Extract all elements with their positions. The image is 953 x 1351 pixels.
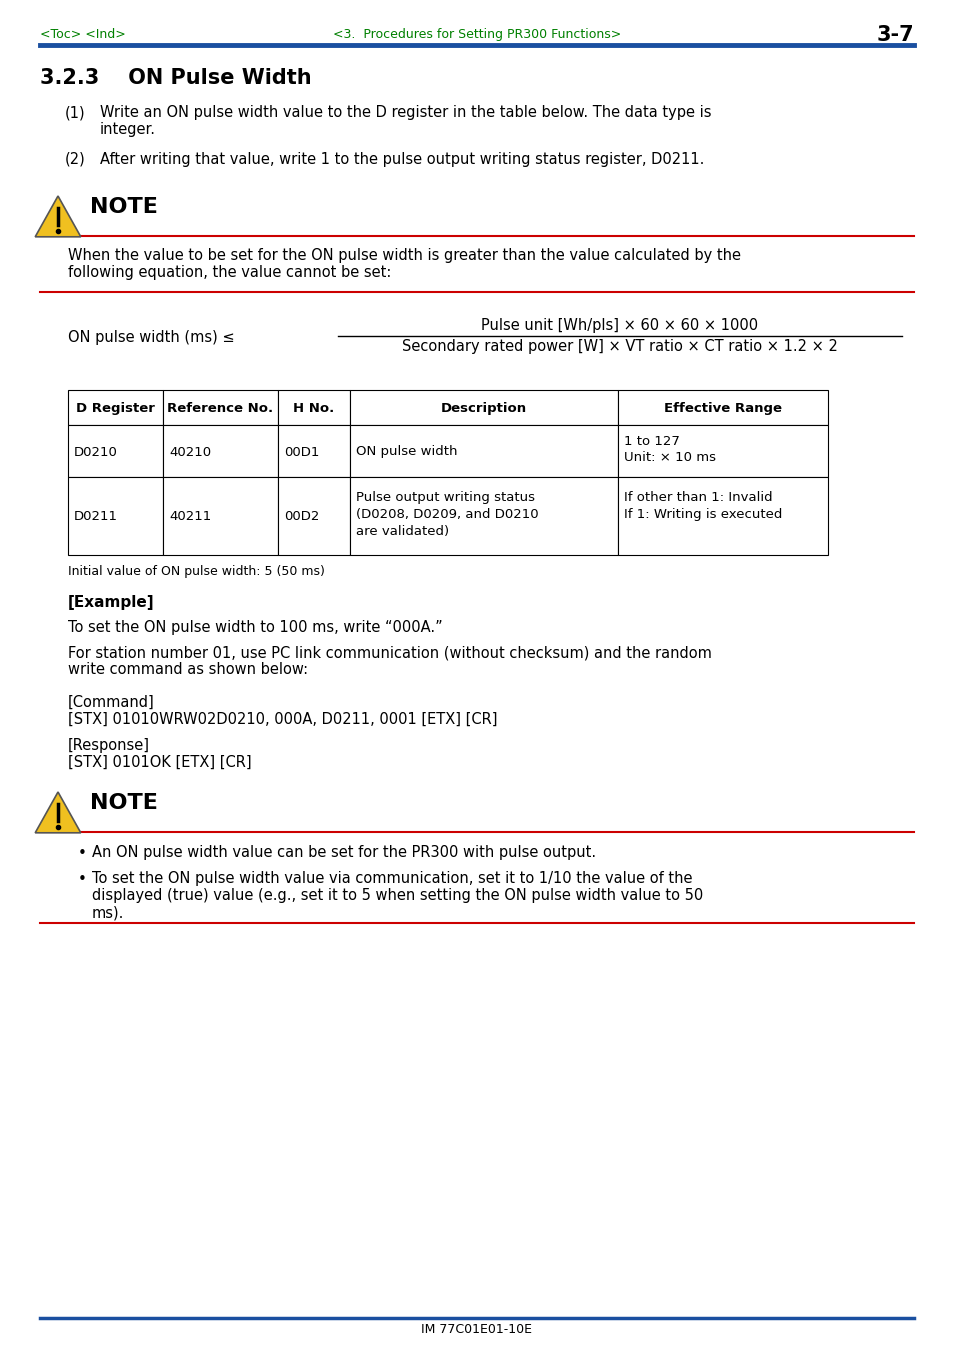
Text: 3.2.3    ON Pulse Width: 3.2.3 ON Pulse Width [40,68,312,88]
Text: Write an ON pulse width value to the D register in the table below. The data typ: Write an ON pulse width value to the D r… [100,105,711,120]
Bar [277,426,350,477]
Text: 00D1: 00D1 [284,446,319,458]
Bar [68,426,163,477]
Text: D0210: D0210 [74,446,118,458]
Bar [68,477,163,555]
Text: For station number 01, use PC link communication (without checksum) and the rand: For station number 01, use PC link commu… [68,644,711,661]
Text: IM 77C01E01-10E: IM 77C01E01-10E [421,1323,532,1336]
Text: 40210: 40210 [169,446,211,458]
Text: [STX] 01010WRW02D0210, 000A, D0211, 0001 [ETX] [CR]: [STX] 01010WRW02D0210, 000A, D0211, 0001… [68,712,497,727]
Text: Secondary rated power [W] × VT ratio × CT ratio × 1.2 × 2: Secondary rated power [W] × VT ratio × C… [401,339,837,354]
Bar [350,426,618,477]
Text: 00D2: 00D2 [284,511,319,523]
Text: NOTE: NOTE [90,793,157,813]
Text: ON pulse width: ON pulse width [355,446,457,458]
Text: [Response]: [Response] [68,738,150,753]
Text: [Command]: [Command] [68,694,154,711]
Text: (D0208, D0209, and D0210: (D0208, D0209, and D0210 [355,508,538,521]
Text: write command as shown below:: write command as shown below: [68,662,308,677]
Text: Pulse unit [Wh/pls] × 60 × 60 × 1000: Pulse unit [Wh/pls] × 60 × 60 × 1000 [481,317,758,332]
Bar [277,390,350,426]
Text: integer.: integer. [100,122,156,136]
Text: ON pulse width (ms) ≤: ON pulse width (ms) ≤ [68,330,234,345]
Text: •: • [78,871,87,888]
Text: Reference No.: Reference No. [168,403,274,415]
Bar [163,390,277,426]
Text: (2): (2) [65,153,86,168]
Polygon shape [35,196,81,236]
Text: H No.: H No. [294,403,335,415]
Text: An ON pulse width value can be set for the PR300 with pulse output.: An ON pulse width value can be set for t… [91,844,596,861]
Text: 3-7: 3-7 [876,26,913,45]
Text: When the value to be set for the ON pulse width is greater than the value calcul: When the value to be set for the ON puls… [68,249,740,263]
Text: ms).: ms). [91,905,124,920]
Bar [618,477,827,555]
Text: D Register: D Register [76,403,154,415]
Bar [68,390,163,426]
Text: [Example]: [Example] [68,594,154,611]
Bar [350,477,618,555]
Text: (1): (1) [65,105,86,120]
Text: 1 to 127: 1 to 127 [623,435,679,449]
Text: NOTE: NOTE [90,197,157,218]
Bar [163,426,277,477]
Bar [618,426,827,477]
Text: If other than 1: Invalid: If other than 1: Invalid [623,490,772,504]
Text: •: • [78,846,87,861]
Text: Effective Range: Effective Range [663,403,781,415]
Text: Unit: × 10 ms: Unit: × 10 ms [623,451,716,463]
Text: displayed (true) value (e.g., set it to 5 when setting the ON pulse width value : displayed (true) value (e.g., set it to … [91,888,702,902]
Text: following equation, the value cannot be set:: following equation, the value cannot be … [68,265,391,280]
Text: <3.  Procedures for Setting PR300 Functions>: <3. Procedures for Setting PR300 Functio… [333,28,620,41]
Polygon shape [35,792,81,832]
Bar [163,477,277,555]
Text: After writing that value, write 1 to the pulse output writing status register, D: After writing that value, write 1 to the… [100,153,703,168]
Text: If 1: Writing is executed: If 1: Writing is executed [623,508,781,521]
Text: D0211: D0211 [74,511,118,523]
Text: Pulse output writing status: Pulse output writing status [355,490,535,504]
Text: <Toc> <Ind>: <Toc> <Ind> [40,28,126,41]
Text: [STX] 0101OK [ETX] [CR]: [STX] 0101OK [ETX] [CR] [68,755,252,770]
Text: To set the ON pulse width value via communication, set it to 1/10 the value of t: To set the ON pulse width value via comm… [91,871,692,886]
Text: To set the ON pulse width to 100 ms, write “000A.”: To set the ON pulse width to 100 ms, wri… [68,620,442,635]
Text: are validated): are validated) [355,526,449,538]
Bar [277,477,350,555]
Text: 40211: 40211 [169,511,211,523]
Bar [350,390,618,426]
Text: Description: Description [440,403,526,415]
Text: Initial value of ON pulse width: 5 (50 ms): Initial value of ON pulse width: 5 (50 m… [68,565,325,578]
Bar [618,390,827,426]
